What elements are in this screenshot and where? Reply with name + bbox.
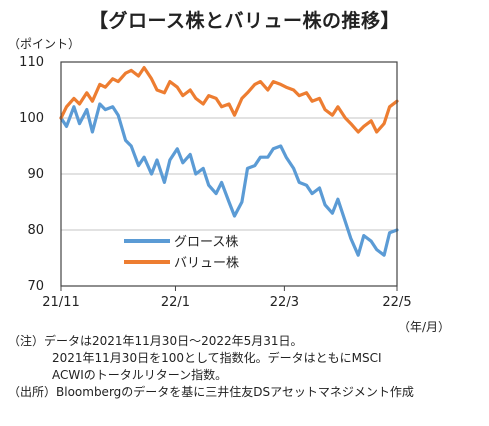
y-tick-label: 70 xyxy=(27,279,44,294)
note-line-2: 2021年11月30日を100として指数化。データはともにMSCI xyxy=(52,351,382,365)
footnotes: （注）データは2021年11月30日～2022年5月31日。 2021年11月3… xyxy=(8,333,414,401)
x-tick-label: 22/1 xyxy=(161,295,190,310)
legend-label-growth: グロース株 xyxy=(174,235,238,250)
x-tick-label: 22/3 xyxy=(270,295,299,310)
plot-frame xyxy=(60,61,398,287)
chart-title: 【グロース株とバリュー株の推移】 xyxy=(88,10,401,32)
y-tick-label: 90 xyxy=(27,167,44,182)
note-line-1: （注）データは2021年11月30日～2022年5月31日。 xyxy=(8,334,303,348)
x-tick-label: 21/11 xyxy=(42,295,79,310)
growth-series-line xyxy=(59,102,399,257)
y-tick-label: 100 xyxy=(19,111,44,126)
series-lines xyxy=(59,65,399,257)
source-line: （出所）Bloombergのデータを基に三井住友DSアセットマネジメント作成 xyxy=(8,385,414,399)
x-axis-unit-label: （年/月） xyxy=(398,320,451,334)
y-tick-labels: 70 80 90 100 110 xyxy=(19,55,44,294)
legend-label-value: バリュー株 xyxy=(174,256,239,271)
y-tick-label: 110 xyxy=(19,55,44,70)
value-series-line xyxy=(59,65,399,134)
y-axis-unit-label: （ポイント） xyxy=(8,37,81,51)
note-line-3: ACWIのトータルリターン指数。 xyxy=(52,368,228,382)
y-tick-label: 80 xyxy=(27,223,44,238)
x-tick-label: 22/5 xyxy=(382,295,411,310)
x-tick-labels: 21/11 22/1 22/3 22/5 xyxy=(42,295,411,310)
y-gridlines xyxy=(61,117,397,231)
x-tick-marks xyxy=(60,286,398,291)
